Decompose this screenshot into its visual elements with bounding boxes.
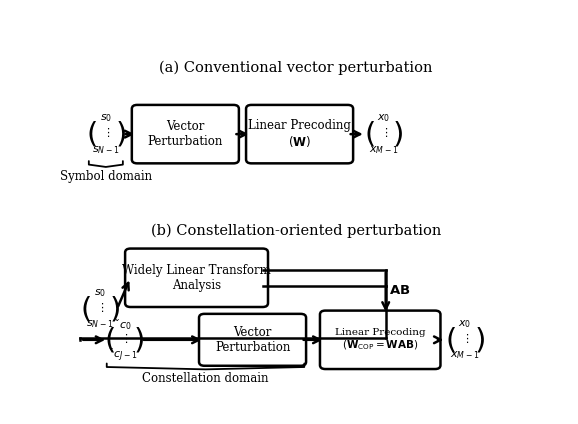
- Text: Linear Precoding
$(\mathbf{W}_{\mathrm{COP}}=\mathbf{WAB})$: Linear Precoding $(\mathbf{W}_{\mathrm{C…: [335, 327, 425, 352]
- Text: $s_0$: $s_0$: [94, 287, 106, 299]
- Text: Vector
Perturbation: Vector Perturbation: [147, 120, 223, 148]
- Text: $($: $($: [86, 120, 97, 149]
- Text: $\vdots$: $\vdots$: [96, 301, 104, 314]
- Text: Linear Precoding
$(\mathbf{W})$: Linear Precoding $(\mathbf{W})$: [248, 119, 351, 149]
- Text: $s_{N-1}$: $s_{N-1}$: [86, 318, 114, 330]
- Text: $)$: $)$: [474, 325, 485, 354]
- Text: Vector
Perturbation: Vector Perturbation: [215, 326, 290, 354]
- Text: $\vdots$: $\vdots$: [120, 332, 128, 345]
- Text: $)$: $)$: [133, 325, 143, 354]
- Text: Widely Linear Transform
Analysis: Widely Linear Transform Analysis: [122, 264, 271, 292]
- Text: $\mathbf{AB}$: $\mathbf{AB}$: [390, 284, 411, 297]
- Text: $s_0$: $s_0$: [100, 112, 112, 124]
- Text: $x_{M-1}$: $x_{M-1}$: [369, 144, 398, 156]
- Text: Constellation domain: Constellation domain: [142, 372, 269, 385]
- Text: $)$: $)$: [109, 294, 120, 323]
- Text: Symbol domain: Symbol domain: [60, 170, 152, 183]
- Text: $($: $($: [80, 294, 91, 323]
- Text: $\check{c}_0$: $\check{c}_0$: [115, 317, 132, 332]
- Text: $\vdots$: $\vdots$: [380, 126, 388, 139]
- Text: $($: $($: [364, 120, 375, 149]
- Text: (a) Conventional vector perturbation: (a) Conventional vector perturbation: [160, 61, 433, 75]
- Text: $)$: $)$: [392, 120, 403, 149]
- FancyBboxPatch shape: [199, 314, 306, 366]
- FancyBboxPatch shape: [320, 311, 440, 369]
- Text: (b) Constellation-oriented perturbation: (b) Constellation-oriented perturbation: [151, 224, 442, 238]
- FancyBboxPatch shape: [125, 248, 268, 307]
- Text: $x_{M-1}$: $x_{M-1}$: [450, 349, 480, 361]
- Text: $\vdots$: $\vdots$: [461, 332, 469, 345]
- FancyBboxPatch shape: [246, 105, 353, 163]
- Text: $x_0$: $x_0$: [458, 318, 472, 330]
- Text: $s_{N-1}$: $s_{N-1}$: [92, 144, 120, 156]
- Text: $($: $($: [104, 325, 115, 354]
- FancyBboxPatch shape: [132, 105, 239, 163]
- Text: $($: $($: [445, 325, 456, 354]
- Text: $\vdots$: $\vdots$: [102, 126, 110, 139]
- Text: $\check{c}_{J-1}$: $\check{c}_{J-1}$: [109, 347, 138, 364]
- Text: $)$: $)$: [115, 120, 125, 149]
- Text: $x_0$: $x_0$: [377, 112, 390, 124]
